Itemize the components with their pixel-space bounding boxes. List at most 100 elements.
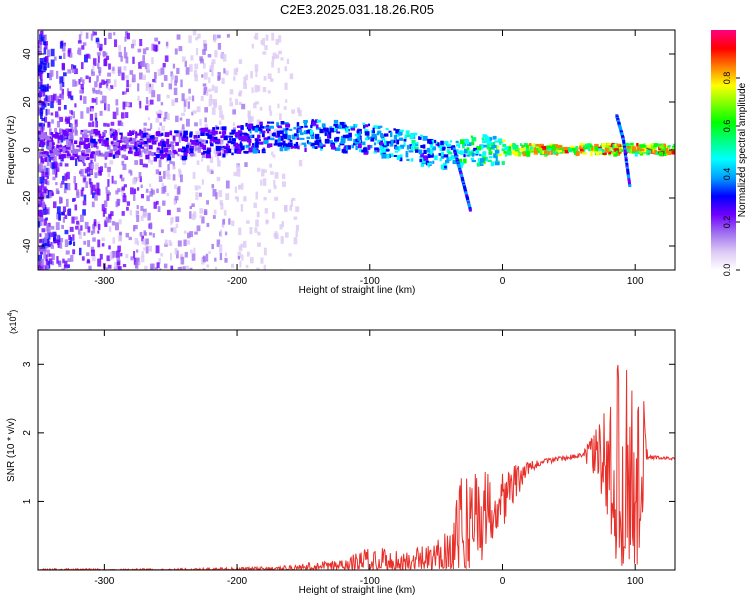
heatmap-cell [239,141,242,145]
heatmap-cell [169,161,173,165]
heatmap-cell [214,266,218,270]
heatmap-cell [49,150,54,154]
heatmap-cell [144,265,148,270]
heatmap-cell [211,184,215,189]
heatmap-cell [223,53,227,62]
heatmap-cell [98,43,103,51]
heatmap-cell [290,199,293,207]
heatmap-cell [104,142,109,147]
heatmap-cell [623,149,627,153]
heatmap-cell [113,146,118,151]
heatmap-cell [306,136,310,140]
heatmap-cell [113,135,117,141]
heatmap-cell [190,146,194,149]
heatmap-cell [45,259,49,265]
heatmap-cell [413,146,419,150]
heatmap-cell [261,38,265,46]
heatmap-cell [96,90,100,95]
heatmap-cell [47,62,50,68]
heatmap-cell [182,266,186,270]
heatmap-cell [92,184,96,192]
heatmap-cell [234,148,239,154]
heatmap-cell [235,132,240,138]
heatmap-cell [81,187,85,191]
heatmap-cell [240,136,246,142]
heatmap-cell [59,242,63,249]
heatmap-cell [154,76,157,83]
heatmap-cell [140,205,144,211]
heatmap-cell [153,157,157,162]
heatmap-cell [57,114,61,120]
heatmap-cell [57,136,60,144]
heatmap-cell [47,72,50,78]
heatmap-cell [251,144,255,150]
heatmap-cell [460,162,464,166]
heatmap-cell [41,142,46,146]
heatmap-cell [174,195,179,201]
heatmap-cell [616,143,621,147]
heatmap-cell [231,263,235,268]
heatmap-cell [170,217,173,225]
heatmap-cell [629,142,634,147]
heatmap-cell [48,240,51,247]
heatmap-cell [336,125,342,129]
heatmap-cell [480,144,484,150]
heatmap-cell [55,111,59,118]
heatmap-cell [368,123,370,127]
heatmap-cell [135,146,138,152]
heatmap-cell [286,58,290,65]
heatmap-cell [183,230,187,234]
heatmap-cell [624,159,628,163]
heatmap-cell [117,245,121,252]
heatmap-cell [92,131,95,137]
heatmap-cell [93,142,97,148]
heatmap-cell [437,142,440,147]
heatmap-cell [624,157,628,161]
heatmap-cell [140,255,145,263]
heatmap-cell [46,175,49,180]
heatmap-cell [107,170,111,178]
heatmap-cell [233,76,236,81]
heatmap-cell [394,150,399,153]
heatmap-cell [164,147,169,153]
heatmap-cell [243,240,247,248]
heatmap-cell [143,142,149,147]
heatmap-cell [227,145,230,149]
heatmap-cell [104,162,107,168]
heatmap-cell [267,73,272,79]
heatmap-cell [234,145,240,150]
heatmap-cell [602,152,607,155]
heatmap-cell [39,251,43,255]
heatmap-cell [212,189,217,197]
heatmap-cell [56,70,59,79]
heatmap-cell [191,213,196,220]
heatmap-cell [251,43,254,49]
heatmap-cell [248,123,253,129]
heatmap-cell [179,132,183,137]
heatmap-cell [379,146,383,151]
heatmap-cell [55,188,59,194]
heatmap-cell [269,163,273,168]
heatmap-cell [397,146,400,152]
heatmap-cell [171,73,174,80]
heatmap-cell [209,141,213,144]
heatmap-cell [95,97,98,105]
heatmap-cell [260,257,264,264]
heatmap-cell [132,137,137,141]
heatmap-cell [40,107,43,111]
heatmap-cell [214,86,218,93]
x-tick-label: -100 [360,576,380,587]
heatmap-cell [298,160,303,167]
heatmap-cell [211,59,216,65]
heatmap-cell [120,122,124,127]
heatmap-cell [422,144,426,149]
heatmap-cell [185,265,190,270]
heatmap-cell [45,108,48,116]
heatmap-cell [167,150,171,155]
heatmap-cell [183,150,189,154]
heatmap-cell [337,124,342,127]
heatmap-cell [247,110,251,119]
heatmap-cell [174,184,177,189]
heatmap-cell [452,160,457,165]
heatmap-cell [123,193,126,198]
